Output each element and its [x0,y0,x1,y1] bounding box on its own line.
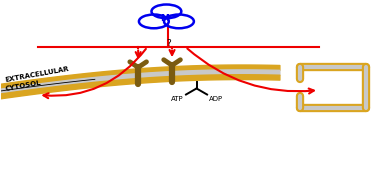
Text: CYTOSOL: CYTOSOL [5,80,42,92]
Text: M$^+$: M$^+$ [160,12,177,24]
Text: EXTRACELLULAR: EXTRACELLULAR [5,66,70,83]
Text: ATP: ATP [170,96,183,102]
Text: ADP: ADP [209,96,223,102]
Text: ?: ? [166,39,170,48]
